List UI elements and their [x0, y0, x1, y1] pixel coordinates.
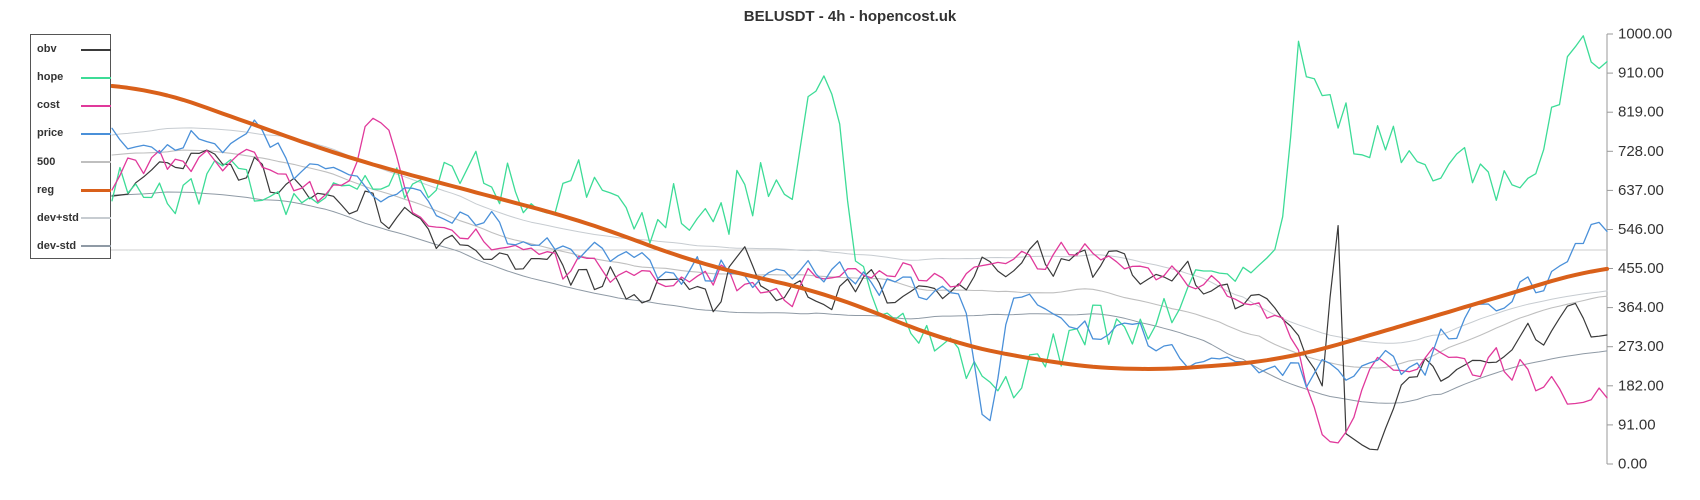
svg-text:728.00: 728.00 [1618, 143, 1664, 160]
svg-text:455.00: 455.00 [1618, 260, 1664, 277]
svg-text:1000.00: 1000.00 [1618, 26, 1672, 43]
svg-text:91.00: 91.00 [1618, 416, 1656, 433]
svg-text:910.00: 910.00 [1618, 65, 1664, 82]
svg-text:364.00: 364.00 [1618, 299, 1664, 316]
svg-text:819.00: 819.00 [1618, 104, 1664, 121]
svg-text:182.00: 182.00 [1618, 377, 1664, 394]
svg-text:273.00: 273.00 [1618, 338, 1664, 355]
svg-text:0.00: 0.00 [1618, 456, 1647, 473]
svg-text:637.00: 637.00 [1618, 182, 1664, 199]
svg-text:546.00: 546.00 [1618, 221, 1664, 238]
